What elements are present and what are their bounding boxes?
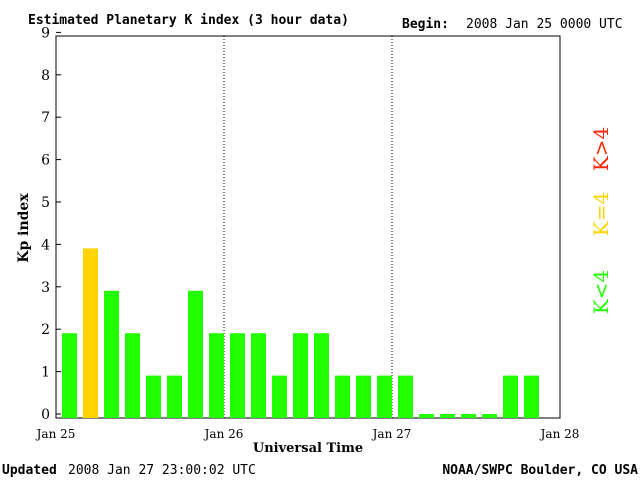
kp-bar [524,375,539,418]
y-tick-label: 5 [41,195,50,211]
legend-mid: K=4 [589,192,613,236]
kp-bar [377,375,392,418]
kp-bar [251,333,266,418]
x-axis-title: Universal Time [253,441,363,456]
kp-bar [461,414,476,418]
y-axis-title: Kp index [16,193,32,263]
updated-label: Updated [2,463,57,478]
kp-bar [167,375,182,418]
kp-bar [398,375,413,418]
x-tick-jan26: Jan 26 [203,427,244,441]
y-axis-ticks: 0 1 2 3 4 5 6 7 8 9 [41,25,61,423]
updated-value: 2008 Jan 27 23:00:02 UTC [68,463,256,478]
begin-label: Begin: [402,17,449,32]
x-tick-jan28: Jan 28 [539,427,580,441]
y-tick-label: 6 [41,153,50,169]
kp-bar [356,375,371,418]
kp-bar [419,414,434,418]
kp-bar [293,333,308,418]
y-tick-label: 2 [41,322,50,338]
y-tick-label: 1 [41,365,50,381]
y-tick-label: 9 [41,25,50,41]
legend-low: K<4 [589,270,613,314]
source-credit: NOAA/SWPC Boulder, CO USA [442,463,638,478]
legend-high: K>4 [589,127,613,171]
kp-bar [440,414,455,418]
kp-bar [83,248,98,418]
chart-title: Estimated Planetary K index (3 hour data… [28,13,349,28]
kp-bar [125,333,140,418]
x-tick-jan27: Jan 27 [371,427,412,441]
kp-bar [272,375,287,418]
kp-bar [62,333,77,418]
kp-bar [230,333,245,418]
kp-bar [209,333,224,418]
x-tick-jan25: Jan 25 [35,427,76,441]
kp-bar [146,375,161,418]
kp-bar [104,290,119,418]
y-tick-label: 3 [41,280,50,296]
y-tick-label: 8 [41,68,50,84]
kp-bar [503,375,518,418]
bars-group [62,248,539,418]
y-tick-label: 4 [41,237,50,253]
y-tick-label: 0 [41,407,50,423]
kp-bar [482,414,497,418]
kp-bar [188,290,203,418]
kp-bar [314,333,329,418]
begin-value: 2008 Jan 25 0000 UTC [466,17,623,32]
kp-bar [335,375,350,418]
y-tick-label: 7 [41,110,50,126]
